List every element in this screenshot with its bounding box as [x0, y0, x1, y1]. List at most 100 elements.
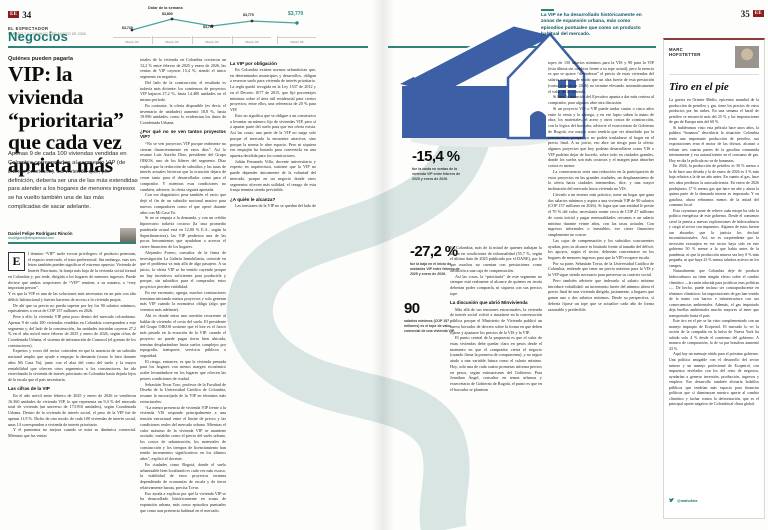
body-paragraph: Con ese diagnóstico pesa también el vací… [140, 192, 226, 215]
opinion-column: MARC HOFSTETTER Tiro en el pie La guerra… [663, 38, 765, 519]
house-icon [400, 20, 586, 140]
house-roof [400, 26, 552, 94]
columnist-photo [735, 46, 759, 68]
body-paragraph: totales de la vivienda en Colombia creci… [140, 57, 226, 80]
body-paragraph: Más allá de sus tensiones estructurales,… [450, 306, 542, 335]
chart-value-latest: $3,770 [288, 11, 304, 17]
article-column-3: La VIP por obligación En Colombia existen… [230, 57, 316, 210]
stat-price-cap: 90 salarios mínimos (COP 157 millones) e… [404, 300, 458, 334]
kicker: Quiénes pueden pagarla [8, 56, 73, 62]
stat-value: -15,4 % [412, 148, 460, 165]
chart-tick: Marzo 02 [113, 37, 151, 44]
body-paragraph: Este tiro en el pie se ha visto compleme… [669, 318, 759, 351]
body-paragraph: La consecuencia sería una reducción en l… [548, 168, 654, 192]
byline-rule [8, 242, 136, 244]
drop-cap: E [8, 252, 25, 271]
page-fold [372, 0, 394, 530]
author-photo [120, 228, 136, 242]
body-paragraph: Así las cosas, la “prioritaria” de este … [450, 273, 542, 296]
column-subhead: ¿Por qué no se ven tantos proyectos VIP? [140, 129, 226, 140]
body-paragraph: En 2026, la producción de petróleo es 30… [669, 163, 759, 208]
body-paragraph: En Colombia existen normas urbanísticas … [230, 67, 316, 113]
house-door [530, 111, 546, 138]
body-paragraph: Eso ayuda a explicar por qué la vivienda… [140, 490, 226, 513]
stat-starts-drop: -27,2 % fue la baja en el inicio de unid… [410, 243, 462, 277]
byline-email: drodriguez@elespectador.com [8, 236, 55, 240]
column-subhead: La VIP por obligación [230, 60, 277, 66]
body-paragraph: Julián Fernando Villa, docente universit… [230, 158, 316, 193]
body-paragraph: Sebastián Tovar Toro, profesor de la Fac… [140, 381, 226, 404]
opinion-handle: @mahofste [677, 498, 698, 503]
body-paragraph: Esta coyuntura pone de relieve cuán miop… [669, 207, 759, 268]
body-paragraph: En ese escenario, agrega, muchos constru… [140, 289, 226, 313]
body-paragraph: Si bien la intención del Ejecutivo apunt… [548, 94, 654, 106]
byline-block: Daniel Felipe Rodríguez Rincón drodrigue… [8, 231, 136, 244]
body-paragraph: Pero también advierte que indexarlo al s… [548, 277, 654, 312]
body-paragraph: Por su parte, Sebastián Tovar, de la Uni… [548, 260, 654, 278]
pull-quote-box: La VIP se ha desarrollado históricamente… [541, 9, 645, 38]
body-paragraph: Aquí hay un mensaje nítido para el próxi… [669, 351, 759, 407]
body-paragraph: Del lado de la construcción, el resultad… [140, 79, 226, 103]
chart-tick: Marzo 06 [278, 37, 316, 44]
body-paragraph: Las tensiones de la VIP no se quedan del… [230, 203, 316, 209]
stat-value: -27,2 % [410, 243, 458, 260]
body-paragraph: Si un proyecto VIS o VIP puede tardar cu… [548, 105, 654, 169]
body-paragraph: Alejandro Forero, consultor de la firma … [140, 249, 226, 290]
article-column-2: totales de la vivienda en Colombia creci… [140, 57, 226, 523]
body-paragraph: En contraste, la oferta disponible (es d… [140, 102, 226, 126]
body-paragraph: Pese a ello, la vivienda VIP pesa poco d… [8, 314, 136, 348]
body-paragraph: En ciudades como Bogotá, donde el suelo … [140, 461, 226, 490]
opinion-author: MARC HOFSTETTER [669, 47, 701, 58]
chart-value: $3,775 [243, 13, 254, 17]
stat-caption: fue la caída en ventas de la vivienda VI… [412, 167, 461, 182]
chart-value: $3,767 [203, 25, 214, 29]
opinion-body: La guerra en Oriente Medio, epicentro mu… [669, 97, 759, 495]
column-subhead: ¿A quién le alcanza? [230, 196, 276, 202]
body-paragraph: El punto central de la propuesta es que … [450, 335, 542, 392]
column-subhead: Las cifras de la VIP [8, 386, 50, 392]
body-paragraph: Si no se empuja a la demanda, y con un c… [140, 215, 226, 250]
chart-tick: Marzo 03 [153, 37, 191, 44]
el-espectador-logo: EE [752, 10, 764, 18]
chart-title: Dólar de la semana [148, 6, 183, 10]
house-facade [402, 86, 508, 138]
article-column-4: En Colombia, más de la mitad de quienes … [450, 245, 542, 457]
column-subhead: La discusión que abrió Minvivienda [450, 300, 528, 306]
section-rule-left [8, 46, 368, 48]
chart-line [130, 17, 299, 32]
house-gable [506, 32, 586, 140]
dollar-week-chart: Dólar de la semana $3,749 $3,800 $3,767 … [112, 6, 324, 46]
page-number-right: 35 [740, 8, 750, 19]
chart-tick: Marzo 04 [193, 37, 231, 44]
byline-author: Daniel Felipe Rodríguez Rincón [8, 231, 73, 236]
pull-quote: La VIP se ha desarrollado históricamente… [541, 12, 642, 37]
body-paragraph: De ahí que su precio no pueda superar po… [8, 302, 136, 314]
left-masthead: EE 34 EL ESPECTADOR SÁBADO 7 Y DOMINGO 8 … [8, 6, 86, 36]
headline: VIP: la vivienda “prioritaria” que cada … [8, 62, 124, 178]
chart-value: $3,749 [122, 26, 133, 30]
body-paragraph: Si hubiéramos visto esta película hace u… [669, 124, 759, 163]
stat-caption: salarios mínimos (COP 157 millones) es e… [404, 319, 455, 334]
opinion-title: Tiro en el pie [669, 81, 729, 93]
right-masthead: 35 EE [738, 5, 764, 23]
body-paragraph: En Colombia, más de la mitad de quienes … [450, 245, 542, 273]
body-paragraph: Esto no significa que se obligue a un co… [230, 112, 316, 159]
el-espectador-logo: EE [8, 11, 20, 19]
chart-value: $3,800 [162, 12, 173, 16]
chart-tick: Marzo 05 [233, 37, 271, 44]
section-title: Negocios [8, 29, 69, 44]
stat-value: 90 [404, 300, 420, 317]
body-paragraph: “No se ven proyectos VIP porque realment… [140, 140, 226, 192]
body-paragraph: Ahí es donde entra una cuestión recurren… [140, 312, 226, 358]
body-paragraph: La guerra en Oriente Medio, epicentro mu… [669, 97, 759, 125]
stat-caption: fue la baja en el inicio de unidades VIP… [410, 262, 460, 277]
page-number-left: 34 [22, 9, 32, 20]
body-paragraph: En el año móvil entre febrero de 2025 y … [8, 392, 136, 427]
paper-name: EL ESPECTADOR [8, 26, 49, 31]
body-paragraph: Y es que la VIP es una de las soluciones… [8, 291, 136, 302]
article-column-5: topes de 150 salarios mínimos para la VI… [548, 60, 654, 518]
body-paragraph: Naturalmente, que Colombia deje de produ… [669, 268, 759, 318]
